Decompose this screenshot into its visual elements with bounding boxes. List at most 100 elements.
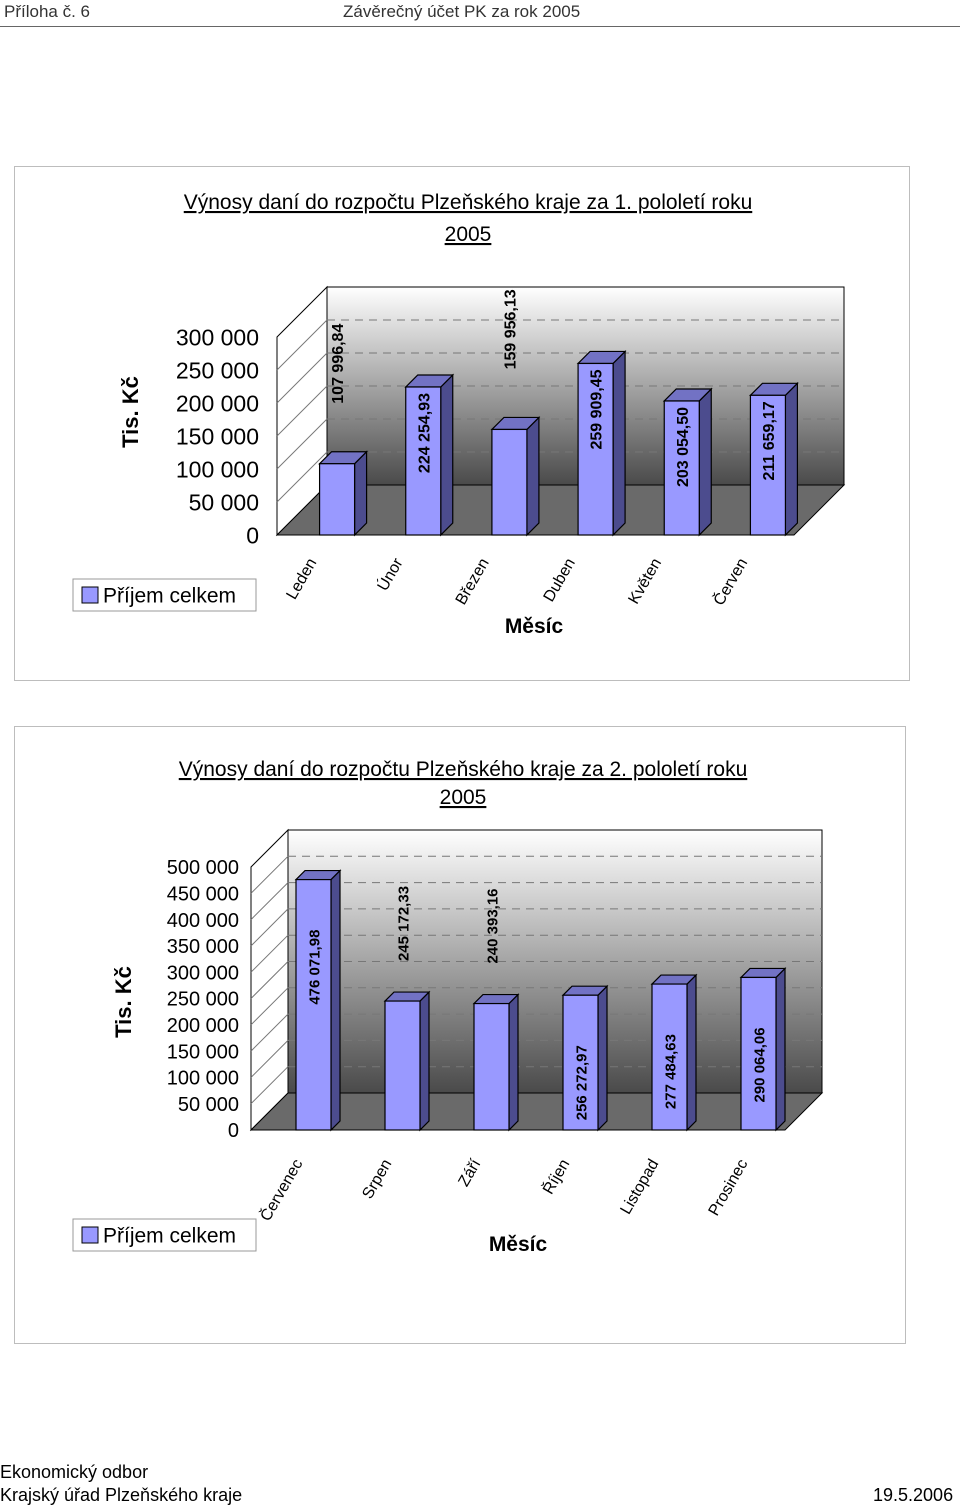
bar-side	[508, 993, 519, 1132]
y-tick-label: 350 000	[167, 936, 239, 958]
bar-side	[698, 387, 712, 537]
x-tick-label: Březen	[453, 556, 493, 608]
y-tick-label: 250 000	[167, 989, 239, 1011]
bar	[318, 463, 356, 536]
x-tick-label: Květen	[626, 556, 666, 608]
chart-h2: Výnosy daní do rozpočtu Plzeňského kraje…	[72, 758, 824, 1256]
y-tick-label: 200 000	[176, 390, 259, 416]
y-tick-label: 50 000	[189, 489, 259, 515]
y-tick-label: 150 000	[167, 1041, 239, 1063]
bar-data-label: 290 064,06	[752, 1027, 769, 1102]
bar-data-label: 245 172,33	[396, 886, 413, 961]
y-tick-label: 300 000	[176, 324, 259, 350]
gridline-side	[250, 1066, 289, 1105]
y-tick-label: 400 000	[167, 910, 239, 932]
x-tick-label: Prosinec	[706, 1157, 752, 1219]
bar-side	[419, 990, 430, 1132]
x-tick-label: Duben	[541, 556, 579, 605]
gridline-side	[250, 934, 289, 973]
bar	[295, 878, 332, 1131]
x-tick-label: Červen	[709, 555, 751, 609]
bar-side	[353, 450, 368, 537]
chart-h1: Výnosy daní do rozpočtu Plzeňského kraje…	[72, 191, 846, 638]
footer-department: Ekonomický odbor	[0, 1462, 149, 1482]
y-axis-label: Tis. Kč	[111, 966, 136, 1038]
bar-data-label: 203 054,50	[675, 407, 692, 487]
bar	[473, 1002, 510, 1131]
y-tick-label: 0	[246, 522, 259, 548]
bar-data-label: 107 996,84	[330, 324, 347, 404]
x-axis-label: Měsíc	[505, 615, 564, 638]
gridline-side	[276, 319, 328, 371]
header-attachment-label: Příloha č. 6	[4, 2, 90, 21]
x-tick-label: Srpen	[359, 1157, 395, 1202]
gridline-side	[250, 961, 289, 999]
bar-side	[784, 381, 799, 537]
bar-data-label: 159 956,13	[502, 289, 519, 369]
chart-title-line2: 2005	[445, 223, 492, 246]
y-tick-label: 450 000	[167, 884, 239, 906]
bar-data-label: 259 909,45	[589, 369, 606, 449]
bar	[749, 394, 787, 536]
x-tick-label: Říjen	[538, 1156, 573, 1198]
bar-side	[597, 984, 608, 1132]
gridline-side	[250, 987, 289, 1026]
bar-data-label: 256 272,97	[574, 1045, 591, 1120]
chart-panel-h2: Výnosy daní do rozpočtu Plzeňského kraje…	[14, 726, 906, 1344]
bar-side	[526, 415, 540, 537]
y-axis-label: Tis. Kč	[118, 376, 143, 448]
y-tick-label: 200 000	[167, 1015, 239, 1037]
y-tick-label: 50 000	[178, 1094, 239, 1116]
bar-side	[686, 973, 697, 1132]
bar-data-label: 211 659,17	[761, 401, 778, 480]
bar	[562, 994, 599, 1131]
bar-data-label: 277 484,63	[663, 1034, 680, 1109]
chart-title-line2: 2005	[440, 786, 487, 809]
bar-data-label: 224 254,93	[416, 393, 433, 473]
x-tick-label: Září	[456, 1156, 485, 1190]
chart-title: Výnosy daní do rozpočtu Plzeňského kraje…	[179, 758, 748, 781]
x-tick-label: Únor	[373, 554, 407, 594]
bar	[491, 428, 528, 536]
bar	[577, 362, 614, 536]
legend-label: Příjem celkem	[103, 585, 236, 608]
legend-swatch	[81, 1226, 99, 1244]
gridline-side	[250, 1013, 289, 1052]
chart-title: Výnosy daní do rozpočtu Plzeňského kraje…	[184, 191, 753, 214]
gridline-side	[276, 352, 328, 404]
y-tick-label: 500 000	[167, 857, 239, 879]
y-tick-label: 150 000	[176, 423, 259, 449]
bar-side	[612, 350, 626, 537]
legend-box	[72, 1218, 257, 1252]
bar	[651, 983, 688, 1131]
gridline-side	[250, 908, 289, 947]
footer-date: 19.5.2006	[873, 1485, 954, 1505]
bar	[740, 976, 777, 1131]
y-tick-label: 300 000	[167, 962, 239, 984]
bar-side	[330, 869, 341, 1132]
gridline-side	[250, 882, 289, 920]
gridline-side	[276, 418, 328, 470]
bar-data-label: 240 393,16	[485, 888, 502, 963]
bar	[384, 1000, 421, 1131]
footer-office: Krajský úřad Plzeňského kraje	[0, 1485, 243, 1505]
x-tick-label: Listopad	[617, 1157, 662, 1218]
gridline-side	[250, 1040, 289, 1078]
legend-label: Příjem celkem	[103, 1225, 236, 1248]
header-document-title: Závěrečný účet PK za rok 2005	[343, 2, 581, 21]
x-tick-label: Červenec	[256, 1156, 307, 1225]
y-tick-label: 250 000	[176, 357, 259, 383]
bar-data-label: 476 071,98	[307, 930, 324, 1005]
gridline-side	[276, 385, 328, 437]
chart-panel-h1: Výnosy daní do rozpočtu Plzeňského kraje…	[14, 166, 910, 681]
gridline-side	[276, 451, 328, 503]
y-tick-label: 100 000	[176, 456, 259, 482]
y-tick-label: 100 000	[167, 1068, 239, 1090]
gridline-side	[250, 855, 289, 894]
x-tick-label: Leden	[283, 556, 320, 603]
bar-side	[440, 373, 454, 537]
legend-swatch	[81, 586, 99, 604]
y-tick-label: 0	[228, 1120, 239, 1142]
legend-box	[72, 578, 257, 612]
x-axis-label: Měsíc	[489, 1233, 548, 1256]
